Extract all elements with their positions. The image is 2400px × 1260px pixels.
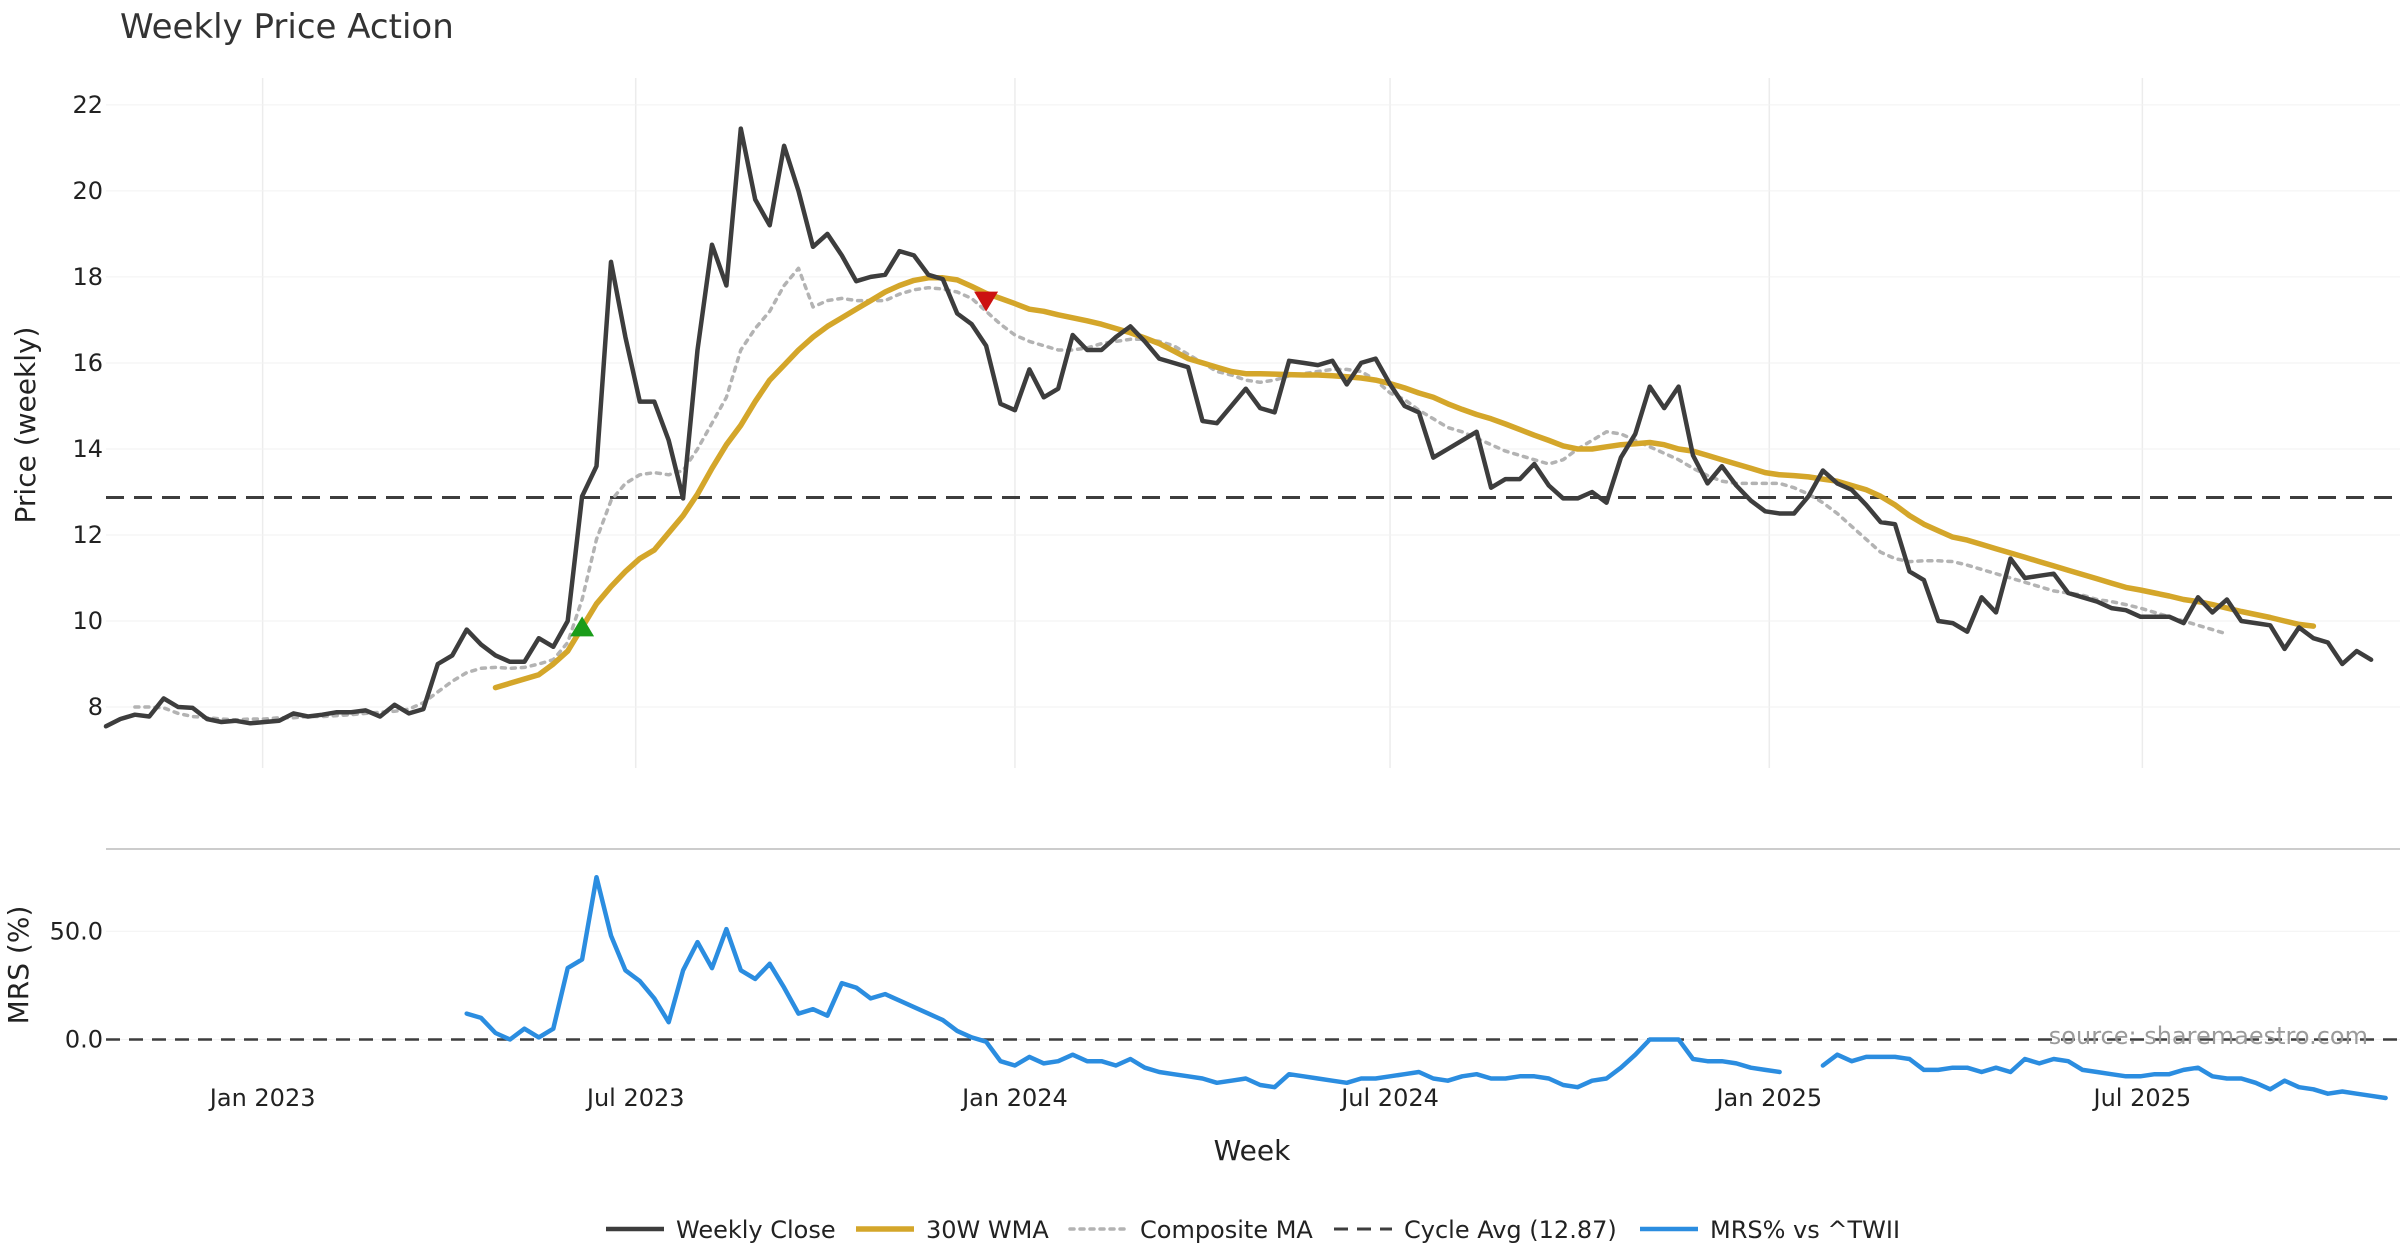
price-y-tick-label: 22 (72, 91, 103, 119)
legend-label: Composite MA (1140, 1216, 1313, 1244)
legend-label: 30W WMA (926, 1216, 1049, 1244)
legend-entry: MRS% vs ^TWII (1640, 1216, 1900, 1244)
mrs-y-tick-label: 0.0 (65, 1026, 103, 1054)
legend-label: Weekly Close (676, 1216, 836, 1244)
legend-entry: Composite MA (1068, 1216, 1313, 1244)
legend-label: Cycle Avg (12.87) (1404, 1216, 1617, 1244)
price-y-tick-label: 18 (72, 263, 103, 291)
x-tick-label: Jul 2024 (1339, 1084, 1439, 1112)
legend-entry: Cycle Avg (12.87) (1334, 1216, 1617, 1244)
price-y-tick-label: 12 (72, 521, 103, 549)
legend-label: MRS% vs ^TWII (1710, 1216, 1900, 1244)
x-tick-label: Jan 2023 (208, 1084, 316, 1112)
mrs-y-tick-label: 50.0 (50, 917, 103, 945)
price-series (103, 126, 2374, 729)
x-tick-label: Jan 2025 (1714, 1084, 1822, 1112)
x-tick-label: Jan 2024 (960, 1084, 1068, 1112)
legend-entry: Weekly Close (606, 1216, 836, 1244)
mrs-series (464, 874, 2388, 1101)
price-y-axis-label: Price (weekly) (9, 327, 42, 524)
watermark: source: sharemaestro.com (2049, 1022, 2368, 1050)
legend-entry: 30W WMA (856, 1216, 1049, 1244)
chart-title: Weekly Price Action (120, 7, 454, 47)
x-tick-label: Jul 2025 (2092, 1084, 2192, 1112)
mrs-y-axis-label: MRS (%) (2, 906, 35, 1025)
price-panel: 8 10 12 14 16 18 20 22 Price (weekly) (9, 78, 2400, 768)
legend: Weekly Close 30W WMA Composite MA Cycle Avg… (606, 1216, 1900, 1244)
price-y-ticks: 8 10 12 14 16 18 20 22 (72, 91, 103, 721)
price-gridlines (106, 78, 2400, 768)
composite-ma-series-line (133, 266, 2229, 722)
mrs-panel: 0.0 50.0 MRS (%) (2, 874, 2400, 1101)
x-tick-label: Jul 2023 (585, 1084, 685, 1112)
30w-wma-series-line (492, 275, 2317, 691)
signal-markers (570, 291, 999, 637)
x-ticks: Jan 2023 Jul 2023 Jan 2024 Jul 2024 Jan 2025… (208, 1084, 2191, 1112)
price-y-tick-label: 16 (72, 349, 103, 377)
buy-signal-marker (570, 616, 595, 637)
price-y-tick-label: 8 (88, 693, 103, 721)
mrs-series-line (464, 874, 2388, 1101)
weekly-close-series-line (103, 126, 2374, 729)
mrs-y-ticks: 0.0 50.0 (50, 917, 103, 1053)
price-y-tick-label: 14 (72, 435, 103, 463)
price-y-tick-label: 20 (72, 177, 103, 205)
x-axis-label: Week (1214, 1134, 1291, 1167)
sell-signal-marker (974, 291, 999, 312)
price-y-tick-label: 10 (72, 607, 103, 635)
